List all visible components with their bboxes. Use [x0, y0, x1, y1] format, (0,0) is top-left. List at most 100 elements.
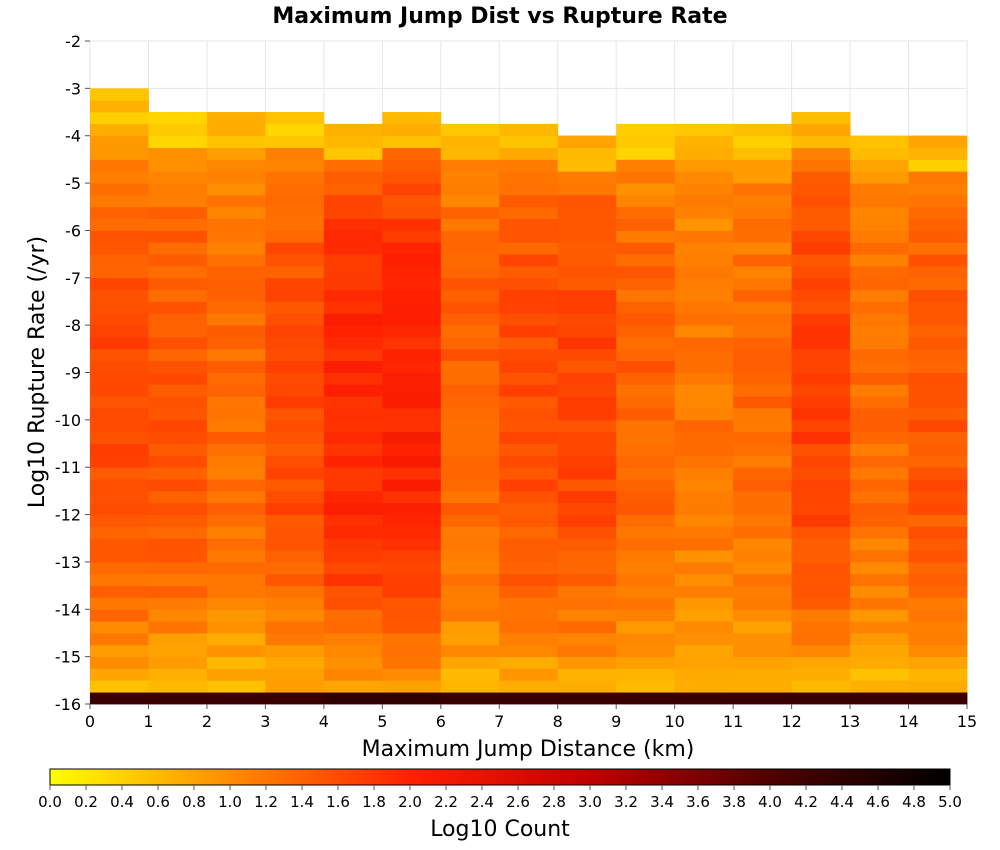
heatmap-cell [382, 301, 442, 314]
heatmap-cell [323, 218, 383, 231]
heatmap-cell [323, 621, 383, 634]
heatmap-cell [265, 443, 325, 456]
heatmap-cell [382, 455, 442, 468]
heatmap-cell [206, 692, 266, 705]
colorbar-tick-label: 0.8 [182, 793, 206, 811]
heatmap-cell [382, 147, 442, 160]
heatmap-cell [616, 561, 676, 575]
heatmap-cell [674, 490, 734, 504]
heatmap-cell [440, 455, 500, 468]
heatmap-cell [440, 183, 500, 196]
heatmap-cell [382, 123, 442, 137]
heatmap-cell [499, 514, 559, 527]
heatmap-cell [908, 692, 968, 705]
heatmap-cell [791, 502, 851, 515]
heatmap-cell [616, 325, 676, 338]
heatmap-cell [440, 348, 500, 362]
heatmap-cell [616, 538, 676, 551]
x-tick-label: 14 [898, 712, 918, 731]
heatmap-cell [382, 680, 442, 693]
heatmap-cell [90, 254, 149, 267]
heatmap-cell [148, 621, 208, 634]
heatmap-cell [616, 621, 676, 634]
heatmap-cell [323, 242, 383, 255]
heatmap-cell [148, 561, 208, 575]
heatmap-cell [499, 277, 559, 291]
heatmap-cell [908, 277, 968, 291]
heatmap-cell [557, 147, 617, 160]
heatmap-cell [148, 431, 208, 444]
heatmap-cell [265, 242, 325, 255]
heatmap-cell [850, 265, 909, 279]
heatmap-cell [557, 573, 617, 587]
heatmap-cell [382, 396, 442, 409]
heatmap-cell [616, 194, 676, 208]
heatmap-cell [674, 467, 734, 480]
heatmap-cell [440, 336, 500, 350]
heatmap-cell [206, 455, 266, 468]
heatmap-cell [908, 183, 968, 196]
heatmap-cell [382, 644, 442, 658]
heatmap-cell [90, 514, 149, 527]
y-tick-label: -15 [55, 648, 81, 667]
heatmap-cell [733, 183, 792, 196]
colorbar-ticks: 0.0 0.2 0.4 0.6 0.8 1.0 1.2 1.4 1.6 1.8 2.0 2.2 2.4 2… [38, 785, 962, 811]
heatmap-cell [265, 680, 325, 693]
chart-title: Maximum Jump Dist vs Rupture Rate [272, 4, 727, 29]
heatmap-cell [557, 254, 617, 267]
heatmap-cell [440, 443, 500, 456]
heatmap-cell [791, 419, 851, 433]
heatmap-cell [265, 431, 325, 444]
heatmap-cell [90, 277, 149, 291]
heatmap-cell [557, 301, 617, 314]
heatmap-cell [674, 218, 734, 231]
heatmap-cell [265, 467, 325, 480]
heatmap-cell [674, 644, 734, 658]
heatmap-cell [499, 668, 559, 681]
heatmap-cell [499, 644, 559, 658]
heatmap-cell [206, 112, 266, 125]
heatmap-cell [265, 277, 325, 291]
x-tick-label: 10 [664, 712, 684, 731]
heatmap-cell [908, 455, 968, 468]
heatmap-cell [850, 526, 909, 539]
heatmap-cell [674, 206, 734, 219]
heatmap-cell [616, 135, 676, 148]
heatmap-cell [908, 230, 968, 243]
heatmap-cells [90, 88, 968, 705]
heatmap-cell [206, 313, 266, 326]
colorbar-tick-label: 0.2 [74, 793, 98, 811]
heatmap-cell [616, 277, 676, 291]
heatmap-cell [674, 325, 734, 338]
heatmap-cell [791, 277, 851, 291]
heatmap-cell [382, 325, 442, 338]
heatmap-cell [382, 159, 442, 172]
heatmap-cell [323, 254, 383, 267]
heatmap-cell [323, 206, 383, 219]
heatmap-cell [90, 183, 149, 196]
heatmap-cell [674, 277, 734, 291]
heatmap-cell [323, 194, 383, 208]
heatmap-cell [90, 443, 149, 456]
heatmap-cell [674, 313, 734, 326]
heatmap-cell [323, 526, 383, 539]
heatmap-cell [206, 609, 266, 622]
heatmap-cell [265, 419, 325, 433]
heatmap-cell [148, 692, 208, 705]
heatmap-cell [265, 336, 325, 350]
heatmap-cell [733, 123, 792, 137]
heatmap-cell [90, 419, 149, 433]
heatmap-cell [440, 467, 500, 480]
heatmap-cell [674, 254, 734, 267]
heatmap-cell [440, 123, 500, 137]
heatmap-cell [499, 656, 559, 669]
heatmap-cell [557, 585, 617, 598]
heatmap-cell [90, 573, 149, 587]
colorbar-tick-label: 5.0 [938, 793, 962, 811]
heatmap-cell [616, 230, 676, 243]
heatmap-cell [616, 455, 676, 468]
colorbar-tick-label: 0.0 [38, 793, 62, 811]
heatmap-cell [382, 112, 442, 125]
heatmap-cell [616, 644, 676, 658]
x-tick-label: 4 [319, 712, 329, 731]
